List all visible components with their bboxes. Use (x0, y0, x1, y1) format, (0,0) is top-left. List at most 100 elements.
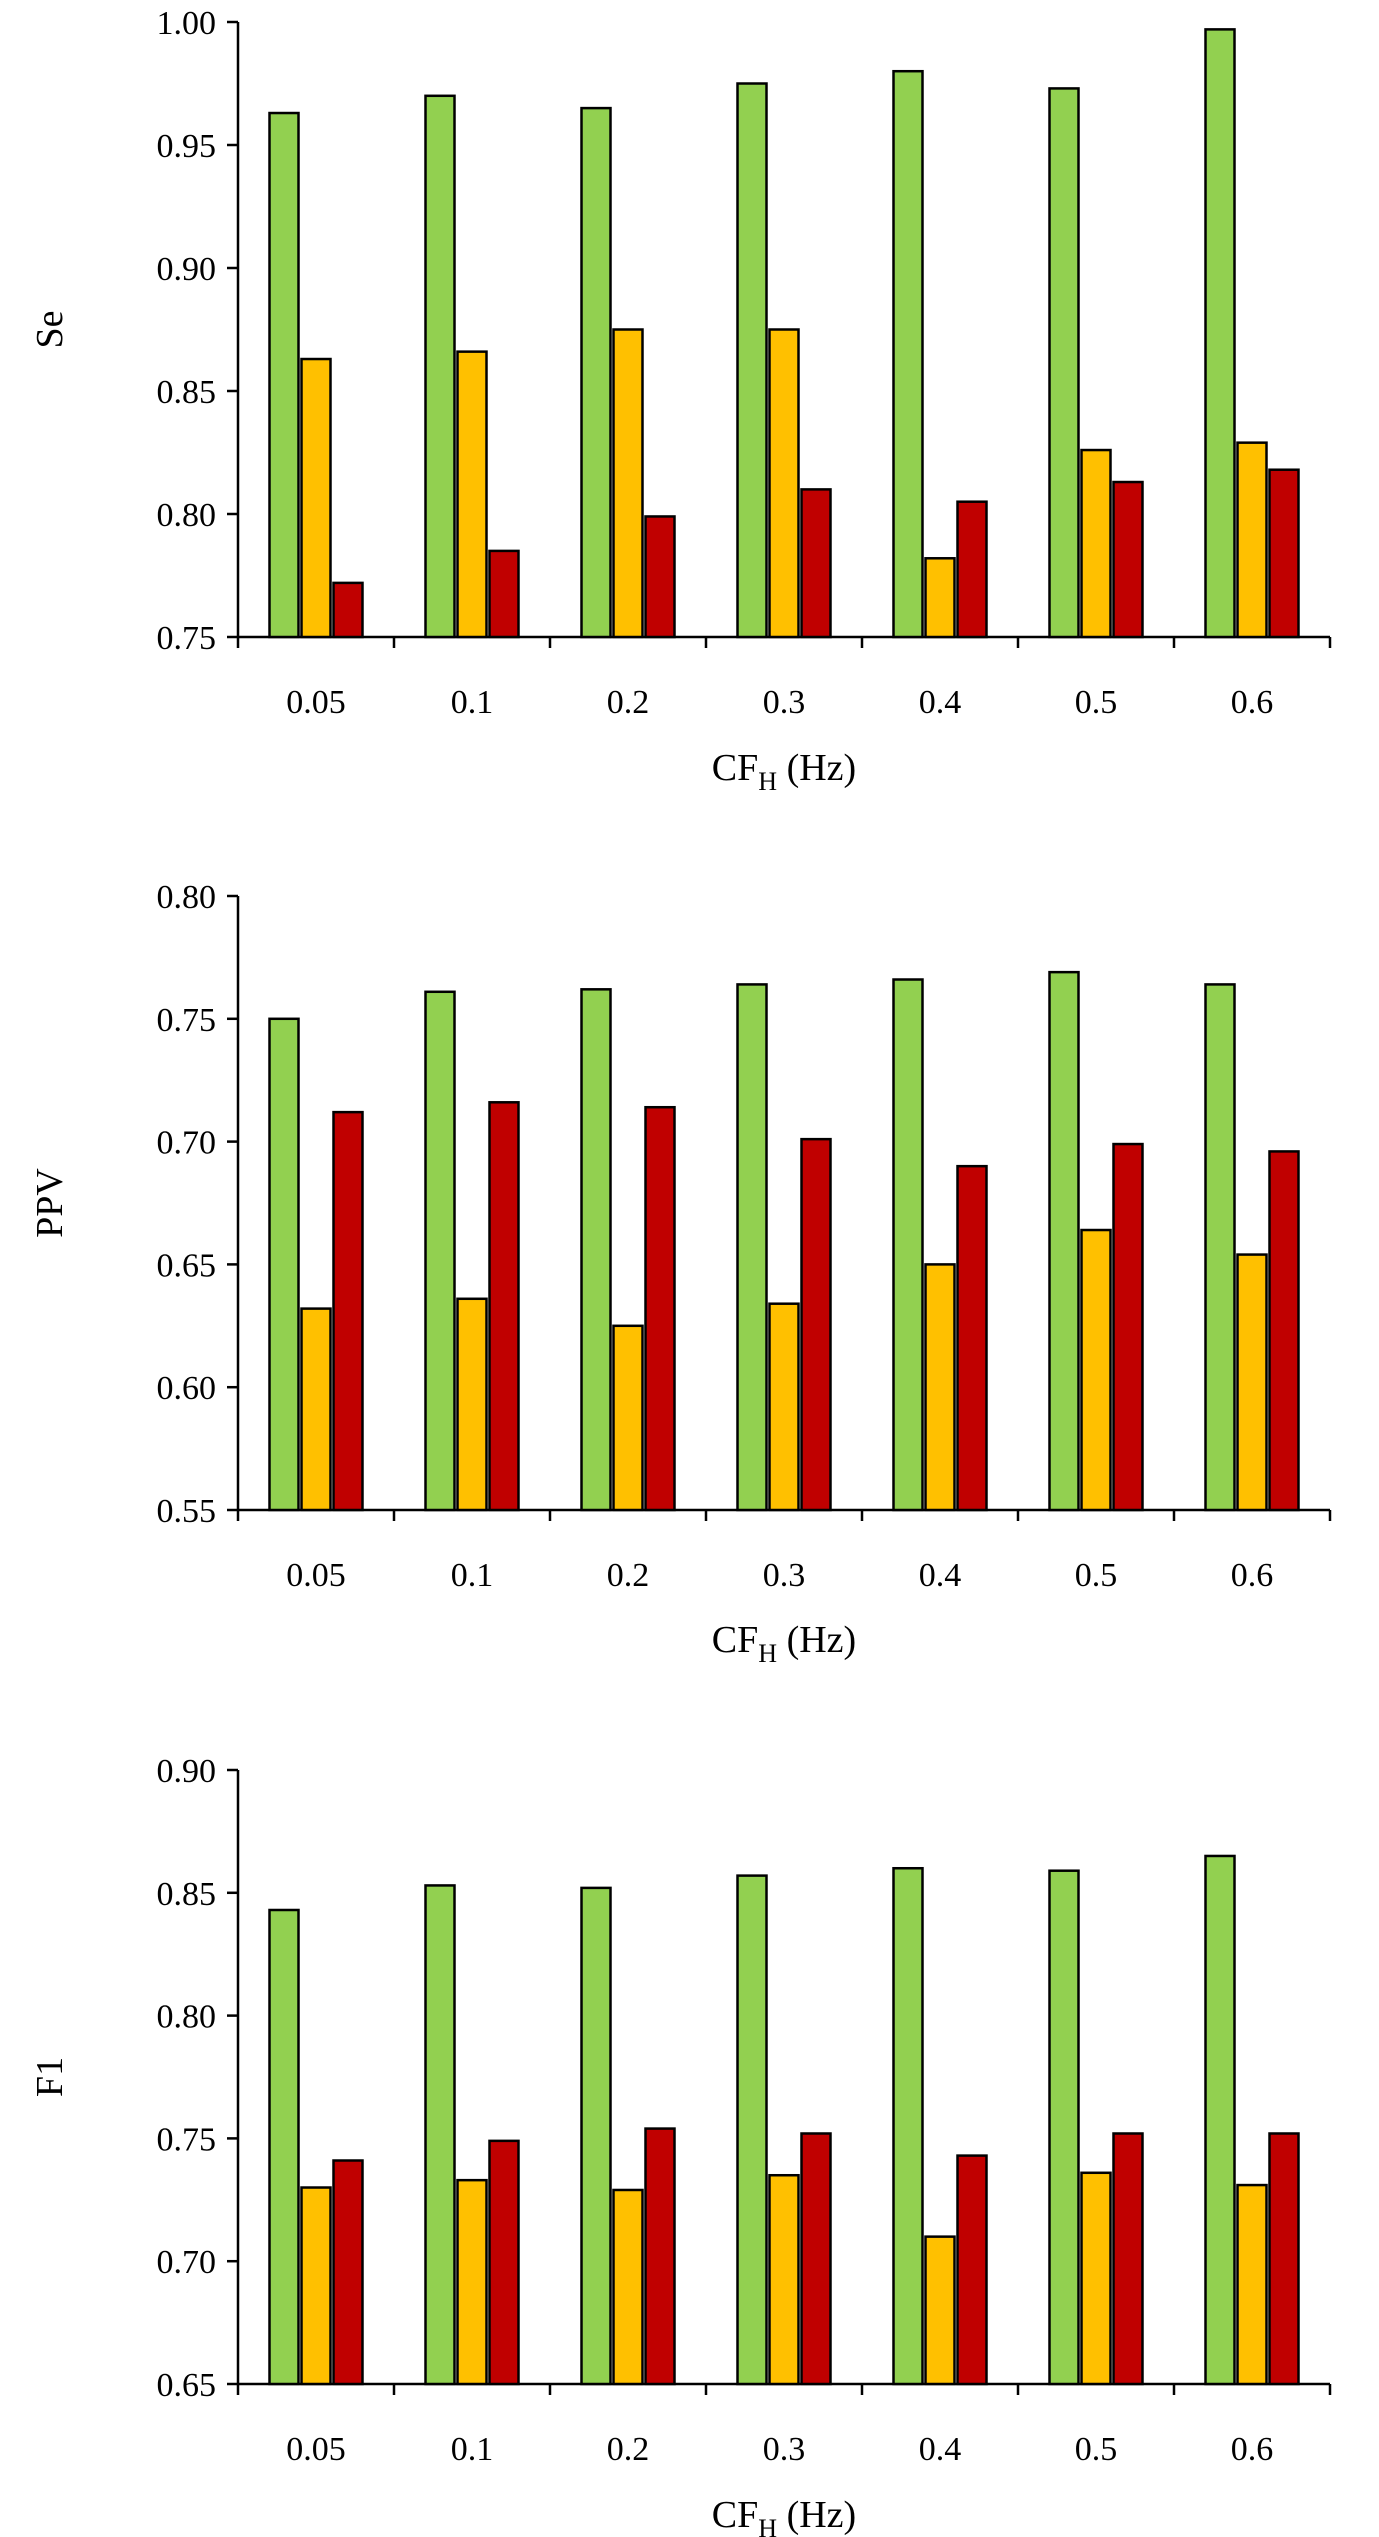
bar-series-1-0.6 (1204, 983, 1236, 1512)
chart-panel-se: 0.75 0.80 0.85 0.90 0.95 1.00 0.05 0.1 0.2 0.3 0.4… (29, 5, 1332, 796)
x-tick-label: 0.6 (1231, 1557, 1274, 1594)
x-axis-title-sub: H (758, 767, 777, 796)
y-tick-label: 0.95 (157, 128, 217, 165)
x-axis-title: CFH (Hz) (712, 747, 856, 796)
bar-series-1-0.3 (736, 1874, 768, 2386)
bar-series-1-0.3 (736, 82, 768, 639)
bar-series-3-0.2 (644, 515, 676, 639)
x-axis-title: CFH (Hz) (712, 2494, 856, 2537)
x-axis-title-sub: H (758, 1639, 777, 1668)
bar-series-1-0.3 (736, 983, 768, 1512)
bar-series-3-0.4 (956, 2154, 988, 2386)
bar-series-3-0.05 (332, 1110, 364, 1512)
bar-series-3-0.5 (1112, 1142, 1144, 1512)
bar-series-1-0.5 (1048, 970, 1080, 1512)
y-tick-label: 0.75 (157, 1002, 217, 1039)
y-tick-label: 0.75 (157, 2121, 217, 2158)
bar-series-3-0.2 (644, 2127, 676, 2386)
bar-series-3-0.5 (1112, 2132, 1144, 2386)
y-tick-label: 1.00 (157, 5, 217, 42)
bar-series-3-0.6 (1268, 2132, 1300, 2386)
bar-series-2-0.05 (300, 1307, 332, 1512)
bar-series-2-0.6 (1236, 441, 1268, 639)
x-tick-label: 0.3 (763, 2431, 806, 2468)
x-tick-label: 0.4 (919, 2431, 962, 2468)
x-tick-label: 0.05 (286, 684, 346, 721)
y-tick-label: 0.65 (157, 2367, 217, 2404)
x-tick-label: 0.6 (1231, 2431, 1274, 2468)
x-tick-label: 0.5 (1075, 2431, 1118, 2468)
x-tick-label: 0.1 (451, 684, 494, 721)
chart-panel-ppv: 0.55 0.60 0.65 0.70 0.75 0.80 0.05 0.1 0.2 0.3 0.4… (29, 879, 1332, 1668)
bar-series-2-0.3 (768, 2173, 800, 2386)
x-tick-label: 0.1 (451, 1557, 494, 1594)
x-tick-label: 0.05 (286, 2431, 346, 2468)
bar-series-2-0.5 (1080, 1228, 1112, 1512)
x-axis-title-unit: (Hz) (777, 2494, 856, 2536)
y-tick-label: 0.80 (157, 1999, 217, 2036)
bar-series-3-0.5 (1112, 480, 1144, 639)
bar-series-3-0.05 (332, 2159, 364, 2386)
x-tick-label: 0.4 (919, 1557, 962, 1594)
bar-series-2-0.3 (768, 328, 800, 639)
bar-series-1-0.2 (580, 1886, 612, 2386)
x-tick-label: 0.2 (607, 2431, 650, 2468)
bar-series-2-0.4 (924, 1263, 956, 1512)
bar-series-3-0.3 (800, 2132, 832, 2386)
bar-series-2-0.05 (300, 357, 332, 639)
bar-series-1-0.05 (268, 1908, 300, 2386)
bar-series-2-0.4 (924, 2235, 956, 2386)
x-tick-label: 0.05 (286, 1557, 346, 1594)
bar-series-1-0.4 (892, 69, 924, 639)
bar-series-1-0.1 (424, 94, 456, 639)
bar-series-2-0.2 (612, 328, 644, 639)
x-axis-title-main: CF (712, 1619, 758, 1661)
bar-series-2-0.5 (1080, 2171, 1112, 2386)
bar-series-1-0.6 (1204, 28, 1236, 639)
bar-series-2-0.5 (1080, 448, 1112, 639)
bar-series-2-0.1 (456, 2178, 488, 2386)
bar-series-3-0.3 (800, 488, 832, 639)
x-axis-title-sub: H (758, 2514, 777, 2537)
x-axis-title: CFH (Hz) (712, 1619, 856, 1668)
bar-series-1-0.1 (424, 990, 456, 1512)
bar-series-3-0.1 (488, 1101, 520, 1512)
y-tick-label: 0.70 (157, 1125, 217, 1162)
bar-series-2-0.6 (1236, 1253, 1268, 1512)
bar-series-2-0.05 (300, 2186, 332, 2386)
x-tick-label: 0.4 (919, 684, 962, 721)
x-tick-label: 0.2 (607, 1557, 650, 1594)
y-tick-label: 0.55 (157, 1493, 217, 1530)
x-tick-label: 0.5 (1075, 1557, 1118, 1594)
bar-series-2-0.1 (456, 350, 488, 639)
y-tick-label: 0.85 (157, 374, 217, 411)
y-tick-label: 0.60 (157, 1370, 217, 1407)
y-axis-title: F1 (29, 2057, 71, 2097)
y-tick-label: 0.80 (157, 497, 217, 534)
x-axis-title-main: CF (712, 747, 758, 789)
bar-series-3-0.4 (956, 500, 988, 639)
x-tick-label: 0.5 (1075, 684, 1118, 721)
bar-series-1-0.05 (268, 111, 300, 639)
bar-series-2-0.6 (1236, 2183, 1268, 2386)
bar-series-1-0.4 (892, 978, 924, 1512)
bar-series-1-0.6 (1204, 1854, 1236, 2386)
bar-series-1-0.2 (580, 106, 612, 639)
bar-series-3-0.3 (800, 1137, 832, 1512)
y-axis-title: Se (29, 311, 71, 349)
x-tick-label: 0.3 (763, 1557, 806, 1594)
y-tick-label: 0.90 (157, 1753, 217, 1790)
bar-series-3-0.1 (488, 549, 520, 639)
bar-series-3-0.6 (1268, 1150, 1300, 1512)
y-tick-label: 0.65 (157, 1247, 217, 1284)
x-axis-title-main: CF (712, 2494, 758, 2536)
y-tick-label: 0.70 (157, 2244, 217, 2281)
bar-series-2-0.2 (612, 2188, 644, 2386)
x-axis-title-unit: (Hz) (777, 747, 856, 789)
x-tick-label: 0.6 (1231, 684, 1274, 721)
bar-series-3-0.2 (644, 1105, 676, 1512)
x-axis-title-unit: (Hz) (777, 1619, 856, 1661)
bar-series-3-0.4 (956, 1164, 988, 1512)
y-tick-label: 0.90 (157, 251, 217, 288)
